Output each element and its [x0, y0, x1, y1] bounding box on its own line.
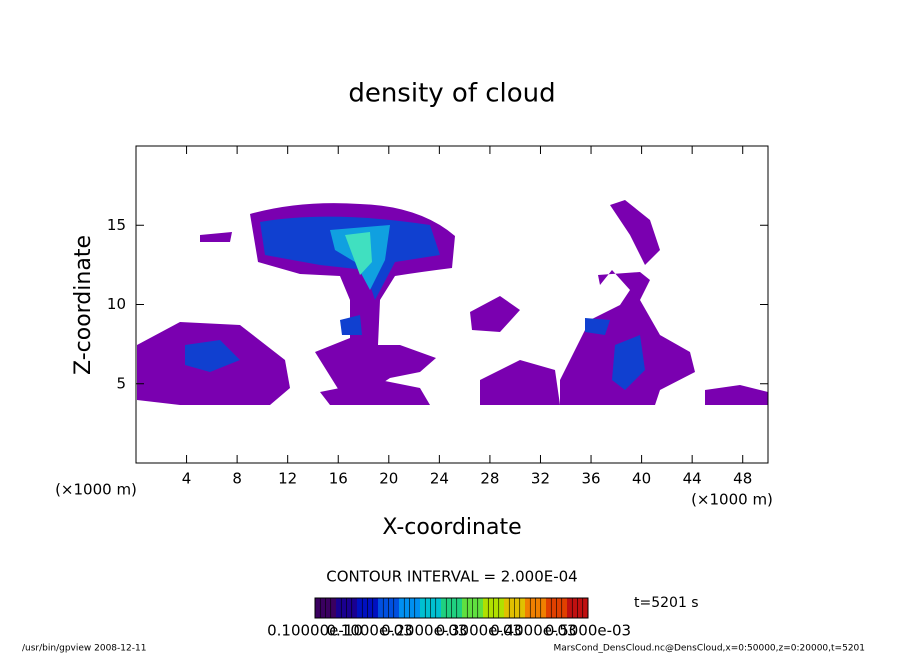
colorbar-frame — [314, 597, 589, 619]
x-tick-label: 48 — [733, 470, 752, 488]
cloud-field — [137, 200, 768, 405]
colorbar-label: 0.4000e-03 — [490, 622, 576, 640]
x-tick-label: 36 — [581, 470, 600, 488]
x-tick-label: 40 — [632, 470, 651, 488]
x-unit: (×1000 m) — [55, 481, 137, 499]
plot-frame — [135, 145, 769, 464]
x-tick-label: 32 — [531, 470, 550, 488]
x-tick-label: 12 — [278, 470, 297, 488]
x-tick-label: 44 — [683, 470, 702, 488]
x-tick-label: 20 — [379, 470, 398, 488]
x-tick-label: 28 — [480, 470, 499, 488]
x-tick-label: 16 — [329, 470, 348, 488]
x-unit: (×1000 m) — [691, 491, 773, 509]
x-tick-label: 24 — [430, 470, 449, 488]
x-tick-label: 8 — [232, 470, 242, 488]
chart-title: density of cloud — [348, 79, 555, 109]
colorbar-label: 0.10000e-10 — [267, 622, 363, 640]
time-label: t=5201 s — [634, 595, 699, 611]
colorbar-label: 0.2000e-03 — [381, 622, 467, 640]
colorbar-label: 0.1000e-03 — [326, 622, 412, 640]
y-tick-label: 15 — [107, 216, 126, 234]
contour-interval: CONTOUR INTERVAL = 2.000E-04 — [326, 568, 577, 586]
x-axis-label: X-coordinate — [382, 515, 521, 540]
footer-right: MarsCond_DensCloud.nc@DensCloud,x=0:5000… — [554, 644, 866, 654]
y-tick-label: 5 — [116, 374, 126, 392]
footer-left: /usr/bin/gpview 2008-12-11 — [22, 644, 146, 654]
colorbar-label: 0.5000e-03 — [545, 622, 631, 640]
x-tick-label: 4 — [182, 470, 192, 488]
y-axis-label: Z-coordinate — [71, 235, 96, 375]
colorbar-label: 0.3000e-03 — [436, 622, 522, 640]
y-tick-label: 10 — [107, 295, 126, 313]
